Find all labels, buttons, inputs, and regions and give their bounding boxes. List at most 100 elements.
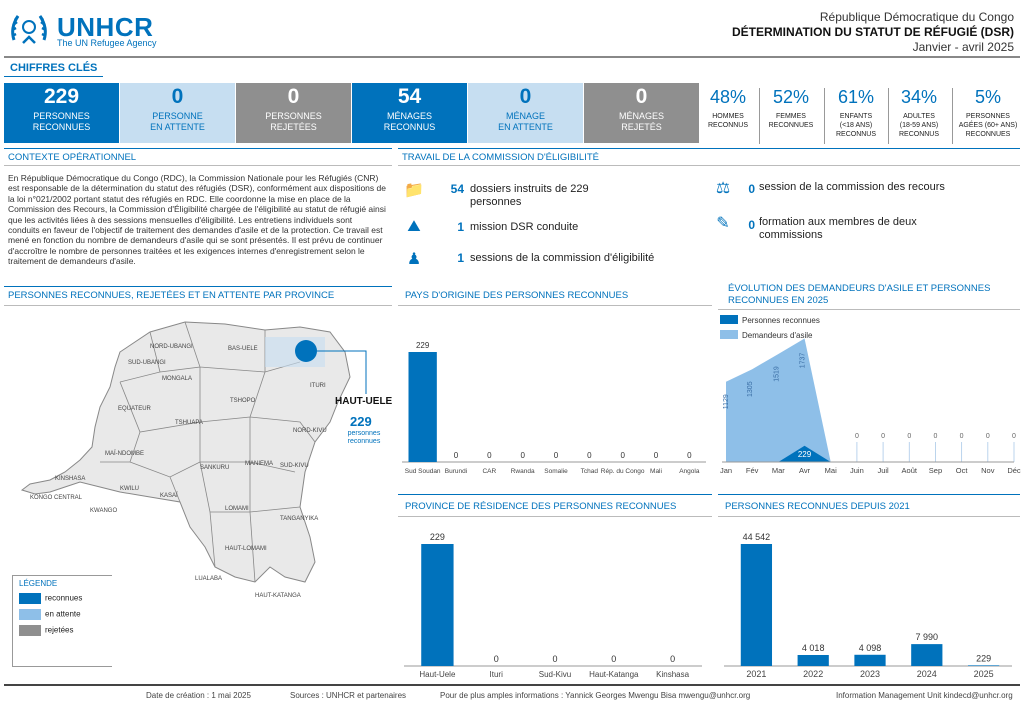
legend-label: Demandeurs d'asile xyxy=(742,331,813,340)
map-label-mongala: MONGALA xyxy=(162,376,192,382)
chart-title-province: PROVINCE DE RÉSIDENCE DES PERSONNES RECO… xyxy=(405,501,677,512)
map-highlight-name: HAUT-UELE xyxy=(335,396,393,407)
chart-point-label: 0 xyxy=(855,433,859,440)
chart-tick-label: 2022 xyxy=(803,669,823,679)
commission-text: formation aux membres de deux commission… xyxy=(759,216,917,241)
map-label-haut-lomami: HAUT-LOMAMI xyxy=(225,546,267,552)
chart-data-label: 0 xyxy=(494,654,499,664)
pct-value: 61% xyxy=(837,87,875,107)
commission-count: 1 xyxy=(457,220,464,234)
chart-title-pays: PAYS D'ORIGINE DES PERSONNES RECONNUES xyxy=(405,290,629,301)
chart-data-label: 229 xyxy=(976,653,991,663)
logo-tagline: The UN Refugee Agency xyxy=(57,38,157,48)
legend-item: en attente xyxy=(19,609,112,620)
chart-bar xyxy=(967,665,1000,666)
map-label-haut-katanga: HAUT-KATANGA xyxy=(255,593,301,599)
pct-label: HOMMES RECONNUS xyxy=(707,113,749,129)
chart-tick-label: Avr xyxy=(799,466,811,475)
kpi-personne-en-attente: 0 PERSONNE EN ATTENTE xyxy=(120,83,235,143)
map-marker-leader xyxy=(317,350,367,394)
map-label-tanganyika: TANGANYIKA xyxy=(280,516,318,522)
section-title-map: PERSONNES RECONNUES, REJETÉES ET EN ATTE… xyxy=(8,290,335,301)
commission-count: 0 xyxy=(748,218,755,232)
chart-data-label: 4 018 xyxy=(802,643,825,653)
chart-tick-label: Juil xyxy=(877,466,889,475)
chart-bar xyxy=(797,654,829,666)
legend-swatch xyxy=(720,315,738,324)
chart-data-label: 229 xyxy=(416,341,430,350)
pct-adultes: 34% ADULTES (18-59 ANS) RECONNUS xyxy=(894,87,944,139)
divider xyxy=(718,516,1020,517)
map-legend: LÉGENDE reconnues en attente rejetées xyxy=(12,575,112,667)
pct-label: PERSONNES AGÉES (60+ ANS) RECONNUES xyxy=(958,113,1018,138)
map-label-lomami: LOMAMI xyxy=(225,506,249,512)
chart-bar xyxy=(408,352,437,462)
divider xyxy=(718,494,1020,495)
chart-tick-label: Mar xyxy=(772,466,785,475)
map-label-sud-kivu: SUD-KIVU xyxy=(280,463,309,469)
commission-text: sessions de la commission d'éligibilité xyxy=(470,252,655,264)
chart-bar xyxy=(911,644,943,666)
chart-evolution: Personnes reconnues Demandeurs d'asile 112… xyxy=(720,315,1021,475)
chart-tick-label: 2024 xyxy=(917,669,937,679)
chart-tick-label: 2023 xyxy=(860,669,880,679)
kpi-label: MÉNAGE EN ATTENTE xyxy=(498,111,553,132)
chart-point-label: 1129 xyxy=(723,394,730,409)
footer-divider xyxy=(4,684,1020,686)
commission-count: 54 xyxy=(450,182,464,196)
chart-data-label: 4 098 xyxy=(859,643,882,653)
map-highlight-sub: personnes reconnues xyxy=(347,430,381,445)
chart-data-label: 0 xyxy=(620,451,625,460)
chart-point-label: 1305 xyxy=(747,381,754,397)
map-label-kwango: KWANGO xyxy=(90,508,117,514)
kpi-menages-reconnus: 54 MÉNAGES RECONNUS xyxy=(352,83,467,143)
unhcr-logo-icon xyxy=(11,15,47,44)
kpi-value: 0 xyxy=(635,85,648,108)
country-name: République Démocratique du Congo xyxy=(819,10,1014,24)
chart-tick-label: Rwanda xyxy=(511,468,535,475)
divider xyxy=(4,305,392,306)
group-icon: ♟ xyxy=(406,251,422,268)
map-label-mai-ndombe: MAÏ-NDOMBE xyxy=(105,450,144,457)
chart-tick-label: Déc xyxy=(1007,466,1021,475)
vehicle-icon: ⛰ xyxy=(407,218,421,235)
kpi-menages-rejetes: 0 MÉNAGES REJETÉS xyxy=(584,83,699,143)
chart-tick-label: Juin xyxy=(850,466,864,475)
section-title-contexte: CONTEXTE OPÉRATIONNEL xyxy=(8,152,137,163)
chart-tick-label: Mali xyxy=(650,468,662,475)
footer-contact: Pour de plus amples informations : Yanni… xyxy=(440,691,751,700)
chart-title-evolution: ÉVOLUTION DES DEMANDEURS D'ASILE ET PERS… xyxy=(728,283,991,306)
commission-text: mission DSR conduite xyxy=(470,221,579,233)
kpi-label: PERSONNES REJETÉES xyxy=(265,111,322,132)
chart-tick-label: Nov xyxy=(981,466,995,475)
chart-point-label: 1519 xyxy=(773,366,780,382)
kpi-value: 0 xyxy=(171,85,184,108)
kpi-label: MÉNAGES RECONNUS xyxy=(383,111,436,132)
kpi-value: 229 xyxy=(43,85,80,108)
legend-label: en attente xyxy=(45,609,81,619)
chart-data-label: 44 542 xyxy=(743,532,771,542)
chart-data-label: 0 xyxy=(554,451,559,460)
commission-count: 1 xyxy=(457,251,464,265)
map-label-tshuapa: TSHUAPA xyxy=(175,420,203,426)
footer-sources: Sources : UNHCR et partenaires xyxy=(290,691,407,700)
chart-point-label: 1737 xyxy=(800,353,807,369)
pct-value: 5% xyxy=(974,87,1001,107)
map-label-maniema: MANIEMA xyxy=(245,461,273,467)
chart-tick-label: Burundi xyxy=(445,468,467,475)
chart-area-demandeurs xyxy=(726,338,1014,462)
map-label-nord-kivu: NORD-KIVU xyxy=(293,428,327,434)
kpi-value: 0 xyxy=(287,85,300,108)
divider xyxy=(398,494,712,495)
chart-tick-label: Kinshasa xyxy=(656,670,689,679)
legend-title: LÉGENDE xyxy=(19,579,58,588)
divider xyxy=(398,148,1020,149)
scales-icon: ⚖ xyxy=(715,180,731,197)
pct-value: 52% xyxy=(772,87,810,107)
divider xyxy=(4,165,392,166)
divider xyxy=(398,165,1020,166)
legend-item: reconnues xyxy=(19,593,112,604)
map-highlight-value: 229 xyxy=(350,414,372,429)
chart-data-label: 0 xyxy=(520,451,525,460)
chart-data-label: 7 990 xyxy=(916,632,939,642)
